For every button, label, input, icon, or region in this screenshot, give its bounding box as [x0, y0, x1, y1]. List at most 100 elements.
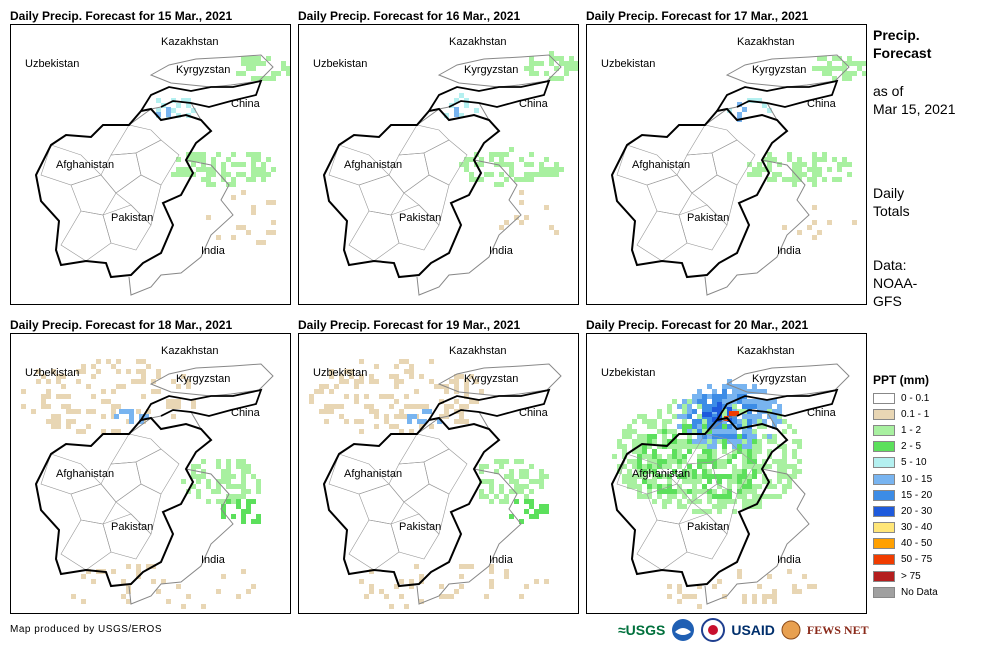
legend-swatch	[873, 505, 895, 517]
precip-cell	[647, 464, 652, 469]
precip-cell	[757, 469, 762, 474]
precip-cell	[762, 479, 767, 484]
legend-label: 50 - 75	[901, 554, 933, 566]
precip-cell	[742, 494, 747, 499]
precip-cell	[682, 479, 687, 484]
precip-cell	[271, 76, 276, 81]
precip-cell	[181, 604, 186, 609]
precip-cell	[539, 484, 544, 489]
precip-cell	[76, 379, 81, 384]
province-boundary	[40, 453, 102, 495]
precip-cell	[524, 584, 529, 589]
precip-cell	[757, 162, 762, 167]
precip-cell	[637, 439, 642, 444]
precip-cell	[464, 167, 469, 172]
precip-cell	[772, 434, 777, 439]
precip-cell	[782, 449, 787, 454]
precip-cell	[797, 162, 802, 167]
precip-cell	[394, 384, 399, 389]
precip-cell	[56, 414, 61, 419]
precip-cell	[156, 98, 161, 103]
precip-cell	[409, 374, 414, 379]
precip-cell	[129, 409, 134, 414]
precip-cell	[757, 444, 762, 449]
precip-cell	[124, 409, 129, 414]
precip-cell	[459, 409, 464, 414]
precip-cell	[469, 399, 474, 404]
precip-cell	[632, 449, 637, 454]
precip-cell	[707, 469, 712, 474]
precip-cell	[697, 389, 702, 394]
precip-cell	[519, 519, 524, 524]
precip-cell	[757, 404, 762, 409]
precip-cell	[71, 409, 76, 414]
precip-cell	[677, 464, 682, 469]
precip-cell	[266, 200, 271, 205]
precip-cell	[737, 112, 742, 117]
precip-cell	[652, 424, 657, 429]
precip-cell	[667, 594, 672, 599]
precip-cell	[514, 177, 519, 182]
precip-cell	[449, 404, 454, 409]
precip-cell	[549, 76, 554, 81]
precip-cell	[241, 190, 246, 195]
precip-cell	[702, 454, 707, 459]
precip-cell	[474, 379, 479, 384]
legend-swatch	[873, 570, 895, 582]
precip-cell	[687, 594, 692, 599]
precip-cell	[374, 379, 379, 384]
precip-cell	[637, 454, 642, 459]
precip-cell	[642, 449, 647, 454]
precip-cell	[389, 394, 394, 399]
legend-item: 20 - 30	[873, 503, 938, 519]
legend-item: 50 - 75	[873, 552, 938, 568]
map-canvas: Kazakhstan Uzbekistan Kyrgyzstan China Afgha…	[313, 36, 578, 296]
kazakhstan-border	[149, 54, 274, 88]
map-credit: Map produced by USGS/EROS	[10, 624, 163, 635]
precip-cell	[509, 474, 514, 479]
map-label-india: India	[777, 245, 802, 257]
precip-cell	[737, 102, 742, 107]
precip-cell	[41, 404, 46, 409]
province-boundary	[616, 144, 678, 186]
precip-cell	[261, 240, 266, 245]
precip-cell	[692, 429, 697, 434]
precip-cell	[66, 419, 71, 424]
precip-cell	[757, 172, 762, 177]
precip-cell	[812, 162, 817, 167]
precip-cell	[549, 61, 554, 66]
precip-cell	[349, 374, 354, 379]
precip-cell	[509, 162, 514, 167]
precip-cell	[767, 594, 772, 599]
precip-cell	[454, 374, 459, 379]
precip-cell	[439, 399, 444, 404]
kyrgyzstan-outline	[716, 79, 839, 112]
precip-cell	[817, 167, 822, 172]
precip-cell	[379, 394, 384, 399]
precip-cell	[802, 574, 807, 579]
precip-cell	[246, 56, 251, 61]
province-boundary	[328, 144, 390, 186]
precip-cell	[687, 449, 692, 454]
precip-cell	[36, 379, 41, 384]
precip-cell	[772, 494, 777, 499]
precip-cell	[697, 509, 702, 514]
precip-cell	[494, 494, 499, 499]
precip-cell	[702, 399, 707, 404]
precip-cell	[742, 434, 747, 439]
precip-cell	[479, 389, 484, 394]
precip-cell	[732, 449, 737, 454]
usaid-logo: USAID	[731, 622, 775, 638]
precip-overlay	[444, 51, 578, 235]
precip-cell	[246, 589, 251, 594]
precip-cell	[847, 76, 852, 81]
precip-cell	[752, 419, 757, 424]
precip-cell	[56, 424, 61, 429]
map-label-kyrgyzstan: Kyrgyzstan	[752, 64, 806, 76]
precip-cell	[379, 589, 384, 594]
precip-cell	[469, 172, 474, 177]
precip-cell	[389, 404, 394, 409]
precip-cell	[722, 394, 727, 399]
country-boundaries	[34, 54, 274, 296]
precip-cell	[757, 484, 762, 489]
